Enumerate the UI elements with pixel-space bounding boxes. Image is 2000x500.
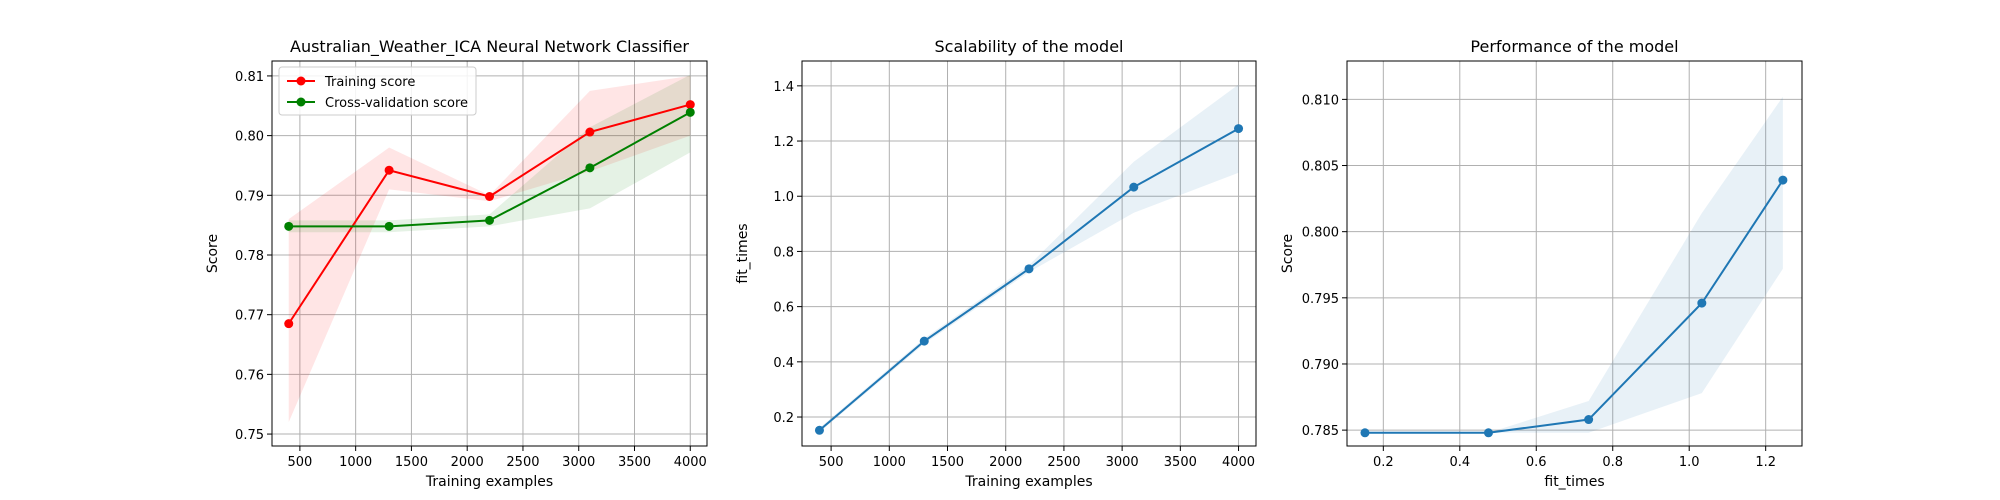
learning-curve-legend-label: Cross-validation score: [325, 96, 468, 111]
learning-curve-title: Australian_Weather_ICA Neural Network Cl…: [290, 37, 689, 57]
performance-plot-area: [1360, 96, 1788, 438]
learning-curve-series-1-point: [585, 163, 595, 173]
scalability-series-0-point: [1024, 264, 1034, 274]
performance-series-0-point: [1483, 428, 1493, 438]
performance-xtick-label: 0.6: [1526, 455, 1547, 470]
performance-xtick-label: 0.8: [1602, 455, 1623, 470]
learning-curve-grid: [272, 61, 707, 446]
learning-curve-series-0-point: [384, 165, 394, 175]
scalability-xlabel: Training examples: [964, 474, 1092, 490]
learning-curve-ytick-label: 0.75: [235, 428, 264, 443]
learning-curve-ytick-label: 0.78: [235, 249, 264, 264]
learning-curve-xtick-label: 1500: [395, 455, 428, 470]
scalability-xtick-label: 2500: [1047, 455, 1080, 470]
learning-curve-xtick-label: 3500: [618, 455, 651, 470]
learning-curve-series-0-point: [284, 319, 294, 329]
performance-ytick-label: 0.810: [1302, 93, 1339, 108]
performance-xtick-label: 1.2: [1755, 455, 1776, 470]
performance-ytick-label: 0.800: [1302, 226, 1339, 241]
learning-curve-ytick-label: 0.77: [235, 309, 264, 324]
scalability-series-0-point: [919, 336, 929, 346]
performance-xlabel: fit_times: [1544, 474, 1604, 490]
learning-curve-ytick-label: 0.79: [235, 189, 264, 204]
learning-curve-series-0-point: [485, 191, 494, 201]
scalability-ytick-label: 1.0: [773, 190, 794, 205]
learning-curve-axes-frame: [271, 60, 708, 447]
learning-curve-series-0-band: [288, 75, 691, 423]
performance-series-0-band: [1364, 96, 1783, 433]
learning-curve-ylabel: Score: [205, 234, 221, 273]
scalability-ytick-label: 0.4: [773, 356, 794, 371]
learning-curve-series-1-point: [685, 107, 695, 117]
learning-curve-xtick-label: 2500: [506, 455, 539, 470]
performance-ytick-label: 0.795: [1302, 292, 1339, 307]
learning-curve-xtick-label: 4000: [674, 455, 707, 470]
learning-curve-xlabel: Training examples: [425, 474, 553, 490]
performance-axes-frame: [1346, 60, 1803, 447]
performance-series-0-point: [1584, 415, 1594, 425]
scalability-xtick-label: 4000: [1222, 455, 1255, 470]
performance-grid: [1347, 61, 1802, 446]
scalability-ytick-label: 0.6: [773, 301, 794, 316]
scalability-series-0-point: [814, 425, 824, 435]
performance-ytick-label: 0.805: [1302, 160, 1339, 175]
learning-curve-ytick-label: 0.80: [235, 130, 264, 145]
scalability-title: Scalability of the model: [935, 37, 1124, 56]
learning-curve-legend-marker: [296, 97, 306, 107]
scalability-series-0-band: [819, 84, 1239, 433]
performance-ytick-label: 0.790: [1302, 358, 1339, 373]
learning-curve-series-1-point: [485, 215, 494, 225]
subplot-learning-curve: Australian_Weather_ICA Neural Network Cl…: [205, 37, 708, 490]
learning-curve-ytick-label: 0.81: [235, 70, 264, 85]
scalability-xtick-label: 500: [819, 455, 844, 470]
learning-curve-ytick-label: 0.76: [235, 368, 264, 383]
scalability-xtick-label: 1000: [873, 455, 906, 470]
learning-curve-xtick-label: 1000: [339, 455, 372, 470]
scalability-series-0-point: [1234, 124, 1244, 134]
learning-curve-legend-box: [278, 66, 477, 116]
learning-curve-series-1-point: [384, 221, 394, 231]
scalability-ylabel: fit_times: [735, 223, 751, 283]
scalability-ytick-label: 1.2: [773, 135, 794, 150]
learning-curve-xtick-label: 500: [287, 455, 312, 470]
learning-curve-series-1-band: [288, 74, 691, 233]
performance-series-0-point: [1778, 175, 1788, 185]
performance-xtick-label: 1.0: [1679, 455, 1700, 470]
scalability-ytick-label: 0.8: [773, 245, 794, 260]
subplot-scalability: Scalability of the model Training exampl…: [735, 37, 1257, 490]
scalability-plot-area: [814, 84, 1244, 435]
learning-curve-series-0-point: [685, 100, 695, 110]
learning-curve-xtick-label: 2000: [451, 455, 484, 470]
learning-curve-legend-label: Training score: [324, 75, 415, 90]
learning-curve-xtick-label: 3000: [562, 455, 595, 470]
performance-series-0-point: [1360, 428, 1370, 438]
performance-ytick-label: 0.785: [1302, 424, 1339, 439]
scalability-xtick-label: 1500: [931, 455, 964, 470]
scalability-axes-frame: [801, 60, 1257, 447]
learning-curve-series-1-point: [284, 221, 294, 231]
learning-curve-series-0-point: [585, 127, 595, 137]
subplot-performance: Performance of the model fit_times Score…: [1280, 37, 1803, 490]
scalability-series-0-point: [1129, 182, 1139, 192]
performance-series-0-point: [1697, 298, 1707, 308]
scalability-xtick-label: 3500: [1164, 455, 1197, 470]
scalability-xtick-label: 2000: [989, 455, 1022, 470]
scalability-ytick-label: 0.2: [773, 411, 794, 426]
learning-curve-plot-area: [284, 74, 695, 423]
performance-ylabel: Score: [1280, 234, 1296, 273]
scalability-ytick-label: 1.4: [773, 80, 794, 95]
performance-title: Performance of the model: [1470, 37, 1678, 56]
performance-xtick-label: 0.2: [1373, 455, 1394, 470]
performance-xtick-label: 0.4: [1449, 455, 1470, 470]
learning-curve-legend-marker: [296, 76, 306, 86]
scalability-xtick-label: 3000: [1106, 455, 1139, 470]
